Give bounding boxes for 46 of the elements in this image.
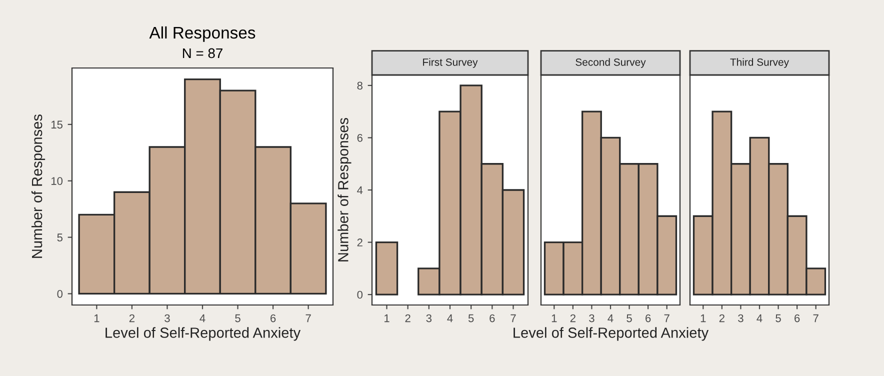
y-tick-label: 15 bbox=[51, 120, 63, 129]
x-tick-label: 5 bbox=[468, 314, 474, 322]
x-tick-label: 4 bbox=[756, 314, 762, 322]
x-tick-label: 4 bbox=[200, 314, 206, 322]
y-tick-label: 0 bbox=[357, 290, 363, 299]
x-tick-label: 7 bbox=[813, 314, 818, 322]
x-tick-label: 5 bbox=[776, 314, 781, 322]
x-axis-title: Level of Self-Reported Anxiety bbox=[514, 327, 709, 341]
y-tick-label: 6 bbox=[357, 134, 362, 142]
y-tick-label: 4 bbox=[357, 186, 363, 194]
x-tick-label: 2 bbox=[405, 314, 410, 322]
y-tick-label: 0 bbox=[57, 290, 63, 298]
x-tick-label: 7 bbox=[306, 314, 311, 322]
chart-title: Third Survey bbox=[730, 58, 790, 68]
x-tick-label: 4 bbox=[608, 314, 614, 322]
chart-title: Second Survey bbox=[576, 58, 646, 68]
x-tick-label: 6 bbox=[270, 314, 276, 322]
y-tick-label: 8 bbox=[357, 82, 362, 90]
x-axis-title: Level of Self-Reported Anxiety bbox=[106, 327, 301, 341]
x-tick-label: 2 bbox=[570, 314, 576, 322]
x-tick-label: 3 bbox=[426, 314, 432, 322]
x-tick-label: 1 bbox=[384, 314, 390, 322]
x-tick-label: 6 bbox=[794, 314, 800, 322]
x-tick-label: 2 bbox=[129, 314, 134, 322]
x-tick-label: 6 bbox=[490, 314, 495, 322]
x-tick-label: 5 bbox=[626, 314, 632, 322]
y-tick-label: 2 bbox=[357, 238, 362, 246]
x-tick-label: 1 bbox=[552, 314, 557, 322]
x-tick-label: 3 bbox=[164, 314, 170, 322]
x-tick-label: 3 bbox=[738, 314, 744, 322]
x-tick-label: 7 bbox=[664, 314, 670, 322]
x-tick-label: 1 bbox=[700, 314, 706, 322]
chart-subtitle: N = 87 bbox=[182, 48, 222, 58]
x-tick-label: 6 bbox=[646, 314, 651, 322]
y-tick-label: 5 bbox=[57, 234, 63, 242]
y-axis-title: Number of Responses bbox=[338, 118, 352, 262]
chart-title: All Responses bbox=[149, 26, 256, 42]
x-tick-label: 1 bbox=[94, 314, 100, 322]
y-axis-title: Number of Responses bbox=[31, 114, 46, 258]
x-tick-label: 3 bbox=[589, 314, 594, 322]
x-tick-label: 7 bbox=[510, 314, 516, 322]
x-tick-label: 4 bbox=[447, 314, 453, 322]
y-tick-label: 10 bbox=[51, 177, 63, 185]
chart-title: First Survey bbox=[423, 58, 478, 68]
x-tick-label: 5 bbox=[235, 314, 240, 322]
x-tick-label: 2 bbox=[719, 314, 724, 322]
